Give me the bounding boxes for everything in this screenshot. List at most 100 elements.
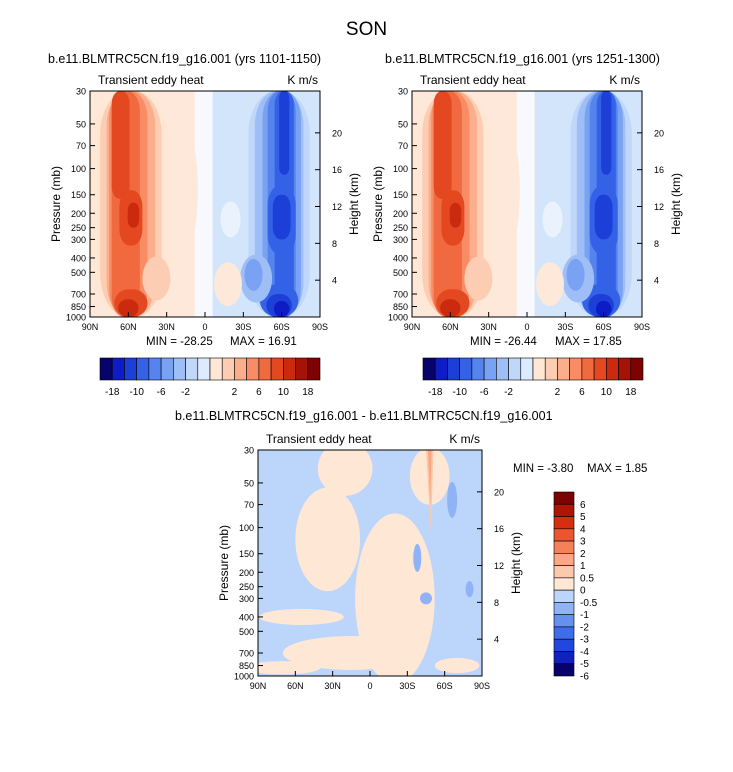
y-tick-label: 200 — [239, 568, 254, 578]
sh-contour-7 — [601, 91, 612, 175]
y-tick-label: 100 — [71, 164, 86, 174]
colorbar1-swatch — [185, 357, 199, 381]
x-tick-label: 30S — [235, 322, 251, 332]
y-tick-label: 400 — [239, 612, 254, 622]
sh-contour-10 — [274, 300, 290, 317]
colorbar3-label: 2 — [580, 549, 586, 560]
colorbar3-swatch — [553, 602, 575, 615]
panel2-y2label: Height (km) — [669, 173, 683, 235]
colorbar3-swatch — [553, 638, 575, 652]
x-tick-label: 60S — [596, 322, 612, 332]
colorbar2-swatch — [557, 357, 570, 381]
y-tick-label: 70 — [76, 141, 86, 151]
panel2-min: MIN = -26.44 — [470, 336, 537, 348]
y2-tick-label: 8 — [494, 598, 499, 608]
diff-spike-2 — [427, 450, 432, 505]
y2-tick-label: 12 — [654, 202, 664, 212]
y-tick-label: 150 — [239, 549, 254, 559]
colorbar2-swatch — [593, 357, 607, 381]
colorbar1-label: -18 — [105, 387, 120, 398]
colorbar3-swatch — [553, 528, 575, 542]
sh-contour-6 — [594, 194, 613, 240]
y-tick-label: 400 — [393, 253, 408, 263]
colorbar1-swatch — [258, 357, 272, 381]
x-tick-label: 90N — [250, 681, 267, 691]
equator-blue-patch — [542, 201, 563, 238]
colorbar1-label: 6 — [256, 387, 262, 398]
y2-tick-label: 16 — [654, 165, 664, 175]
colorbar3-swatch — [553, 589, 575, 603]
y2-tick-label: 16 — [494, 524, 504, 534]
colorbar3-label: -4 — [580, 647, 589, 658]
panel1-min: MIN = -28.25 — [146, 336, 213, 348]
colorbar3-label: 0.5 — [580, 573, 594, 584]
colorbar2-swatch — [581, 357, 595, 381]
colorbar2-swatch — [630, 357, 644, 381]
y2-tick-label: 4 — [654, 276, 659, 286]
sh-contour-7 — [279, 91, 290, 175]
colorbar3-label: -1 — [580, 610, 589, 621]
y-tick-label: 100 — [393, 164, 408, 174]
x-tick-label: 30S — [557, 322, 573, 332]
panel3-max: MAX = 1.85 — [587, 463, 648, 475]
panel1-y2label: Height (km) — [347, 173, 361, 235]
y-tick-label: 30 — [244, 446, 254, 456]
x-tick-label: 0 — [524, 322, 529, 332]
colorbar1-swatch — [270, 357, 284, 381]
diff-negative-4 — [420, 592, 432, 605]
colorbar2-label: 18 — [625, 387, 637, 398]
sh-contour-6 — [272, 194, 291, 240]
y2-tick-label: 4 — [332, 276, 337, 286]
colorbar1-label: -10 — [129, 387, 144, 398]
diff-positive-region-1 — [317, 450, 373, 496]
x-tick-label: 60S — [437, 681, 453, 691]
colorbar1-swatch — [173, 357, 186, 381]
x-tick-label: 60N — [287, 681, 304, 691]
colorbar1-swatch — [307, 357, 321, 381]
panel2-ylabel: Pressure (mb) — [371, 166, 385, 242]
x-tick-label: 90S — [474, 681, 490, 691]
colorbar3-swatch — [553, 565, 575, 579]
colorbar1-label: -6 — [157, 387, 166, 398]
diff-negative-1 — [447, 481, 458, 518]
colorbar2-swatch — [483, 357, 497, 381]
sh-lobe-lower-inner — [566, 258, 585, 291]
sh-contour-10 — [596, 300, 612, 317]
colorbar3-swatch — [553, 577, 575, 591]
colorbar2-swatch — [569, 357, 583, 381]
panel3-field — [258, 450, 482, 676]
diff-positive-region-4 — [259, 608, 344, 626]
colorbar2-swatch — [606, 357, 619, 381]
nh-contour-9 — [118, 299, 139, 317]
y-tick-label: 1000 — [66, 313, 86, 323]
colorbar2-swatch — [422, 357, 436, 381]
y-tick-label: 500 — [393, 268, 408, 278]
colorbar1-swatch — [246, 357, 260, 381]
y-tick-label: 100 — [239, 523, 254, 533]
colorbar2-swatch — [471, 357, 485, 381]
colorbar1-swatch — [197, 357, 211, 381]
colorbar3-swatch — [553, 516, 575, 530]
colorbar2-swatch — [447, 357, 460, 381]
colorbar1-swatch — [111, 357, 125, 381]
colorbar3-label: -2 — [580, 622, 589, 633]
panel3-units-label: K m/s — [449, 432, 480, 446]
colorbar2-label: -6 — [480, 387, 489, 398]
y2-tick-label: 20 — [654, 128, 664, 138]
y-tick-label: 1000 — [234, 672, 254, 682]
y-tick-label: 30 — [76, 87, 86, 97]
x-tick-label: 90S — [634, 322, 650, 332]
y-tick-label: 700 — [239, 649, 254, 659]
diff-positive-region-6 — [434, 657, 480, 674]
colorbar3-label: 5 — [580, 512, 586, 523]
colorbar3-swatch — [553, 663, 575, 677]
x-tick-label: 30N — [324, 681, 341, 691]
y-tick-label: 50 — [398, 119, 408, 129]
nh-lobe-lower — [142, 256, 171, 301]
colorbar2-swatch — [459, 357, 473, 381]
equator-pink-upper — [495, 130, 520, 251]
colorbar2-label: -2 — [504, 387, 513, 398]
colorbar3-swatch — [553, 491, 575, 505]
y-tick-label: 150 — [393, 190, 408, 200]
y-tick-label: 50 — [76, 119, 86, 129]
